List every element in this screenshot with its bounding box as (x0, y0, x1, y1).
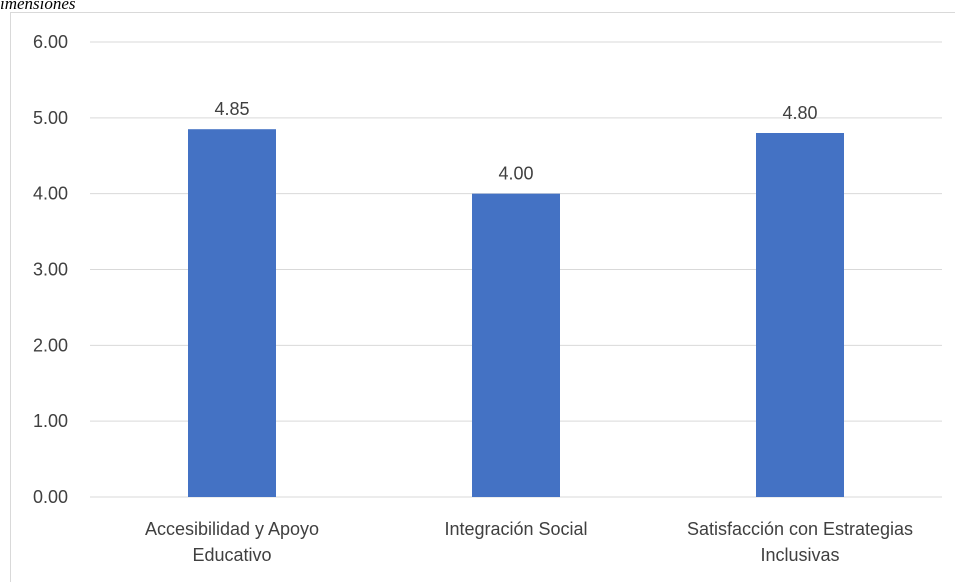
y-tick-label: 6.00 (33, 32, 68, 52)
y-tick-label: 4.00 (33, 184, 68, 204)
data-label: 4.00 (498, 164, 533, 184)
bars (188, 129, 844, 498)
x-tick-label: Educativo (192, 545, 271, 565)
y-tick-label: 3.00 (33, 260, 68, 280)
y-tick-label: 0.00 (33, 487, 68, 507)
x-tick-label: Accesibilidad y Apoyo (145, 519, 319, 539)
y-axis-tick-labels: 0.00 1.00 2.00 3.00 4.00 5.00 6.00 (33, 32, 68, 507)
y-tick-label: 5.00 (33, 108, 68, 128)
y-tick-label: 2.00 (33, 335, 68, 355)
data-label: 4.85 (214, 99, 249, 119)
y-tick-label: 1.00 (33, 411, 68, 431)
figure-caption-fragment: imensiones (0, 0, 76, 13)
bar (756, 133, 844, 497)
data-label: 4.80 (782, 103, 817, 123)
bar (472, 193, 560, 497)
x-tick-label: Inclusivas (760, 545, 839, 565)
x-tick-label: Integración Social (444, 519, 587, 539)
bar (188, 129, 276, 498)
data-labels: 4.85 4.00 4.80 (214, 99, 817, 183)
x-tick-label: Satisfacción con Estrategias (687, 519, 913, 539)
chart-frame (10, 12, 955, 582)
x-axis-tick-labels: Accesibilidad y Apoyo Educativo Integració… (145, 519, 913, 565)
